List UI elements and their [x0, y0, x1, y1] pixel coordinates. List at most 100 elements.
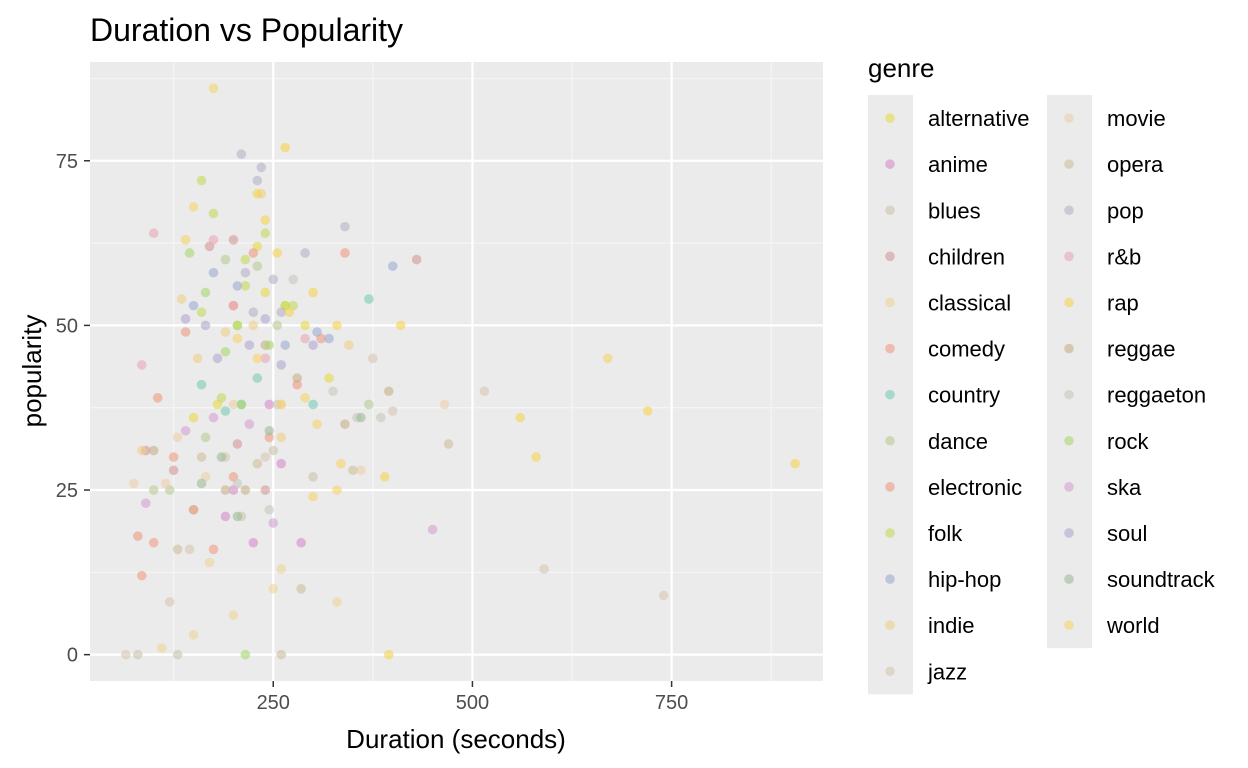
legend-label: classical [928, 290, 1011, 315]
x-axis-ticks: 250 500 750 [257, 681, 688, 714]
legend-label: blues [928, 198, 981, 223]
legend-label: children [928, 244, 1005, 269]
data-point [200, 320, 211, 331]
data-point [344, 340, 354, 350]
legend-key [885, 159, 895, 169]
data-point [244, 419, 255, 429]
data-point [268, 518, 279, 528]
legend-label: jazz [927, 659, 967, 684]
data-point [172, 432, 183, 443]
legend-key [1064, 251, 1074, 262]
data-point [260, 228, 271, 239]
data-point [188, 300, 199, 311]
data-point [324, 333, 334, 344]
data-point [208, 412, 219, 423]
legend-label: anime [928, 152, 988, 177]
data-point [340, 221, 350, 232]
legend-key [885, 620, 895, 630]
data-point [200, 287, 211, 298]
data-point [129, 478, 139, 489]
data-point [260, 287, 271, 298]
data-point [364, 294, 374, 304]
legend-label: country [928, 383, 1000, 408]
data-point [260, 314, 271, 324]
data-point [240, 267, 251, 278]
legend-label: comedy [928, 337, 1005, 362]
y-axis-ticks: 0 25 50 75 [56, 151, 90, 667]
legend-key [1064, 297, 1074, 308]
data-point [168, 452, 179, 462]
data-point [356, 465, 366, 476]
legend-key [1064, 482, 1074, 492]
data-point [188, 504, 199, 515]
data-point [296, 584, 306, 594]
data-point [180, 425, 191, 436]
data-point [232, 333, 243, 344]
data-point [376, 412, 386, 423]
plot-panel [90, 62, 823, 681]
legend-key [1064, 574, 1074, 584]
data-point [133, 531, 143, 541]
data-point [312, 419, 322, 429]
data-point [280, 142, 291, 153]
data-point [356, 412, 366, 423]
data-point [172, 544, 183, 555]
y-tick-label: 75 [56, 151, 78, 173]
legend-key [1064, 159, 1074, 169]
legend-label: reggae [1107, 337, 1176, 362]
data-point [387, 406, 398, 416]
data-point [140, 498, 151, 509]
data-point [264, 340, 275, 350]
data-point [308, 472, 318, 482]
data-point [272, 248, 283, 258]
data-point [136, 445, 147, 456]
legend-label: movie [1107, 106, 1166, 131]
data-point [276, 564, 287, 574]
data-point [220, 346, 231, 357]
data-point [531, 452, 541, 462]
data-point [479, 386, 490, 397]
data-point [300, 320, 310, 331]
data-point [208, 208, 219, 219]
data-point [204, 557, 215, 568]
data-point [180, 314, 191, 324]
data-point [232, 511, 243, 522]
data-point [252, 458, 263, 469]
data-point [208, 234, 219, 245]
data-point [439, 399, 450, 410]
data-point [240, 254, 251, 265]
legend-label: soundtrack [1107, 567, 1216, 592]
y-tick-label: 50 [56, 315, 78, 337]
y-axis-title: popularity [17, 315, 47, 428]
data-point [232, 439, 243, 449]
legend-label: electronic [928, 475, 1022, 500]
data-point [252, 353, 263, 364]
legend-key [885, 297, 895, 308]
data-point [379, 472, 390, 482]
legend-label: hip-hop [928, 567, 1001, 592]
data-point [276, 307, 287, 318]
data-point [160, 478, 171, 489]
data-point [148, 228, 159, 239]
data-point [228, 399, 239, 410]
x-tick-label: 750 [655, 692, 688, 714]
legend-key [1064, 205, 1074, 216]
legend-key [885, 666, 895, 677]
data-point [172, 649, 183, 660]
legend-label: dance [928, 429, 988, 454]
data-point [244, 340, 255, 350]
data-point [208, 83, 219, 94]
data-point [368, 353, 378, 364]
data-point [328, 386, 338, 397]
legend-label: reggaeton [1107, 383, 1206, 408]
data-point [260, 452, 271, 462]
legend-key [885, 113, 895, 123]
data-point [208, 544, 219, 555]
data-point [332, 597, 342, 607]
data-point [240, 649, 251, 660]
data-point [212, 353, 223, 364]
legend: alternative anime blues children classical co… [868, 95, 1216, 695]
legend-key-background [1047, 95, 1092, 649]
data-point [252, 188, 263, 199]
